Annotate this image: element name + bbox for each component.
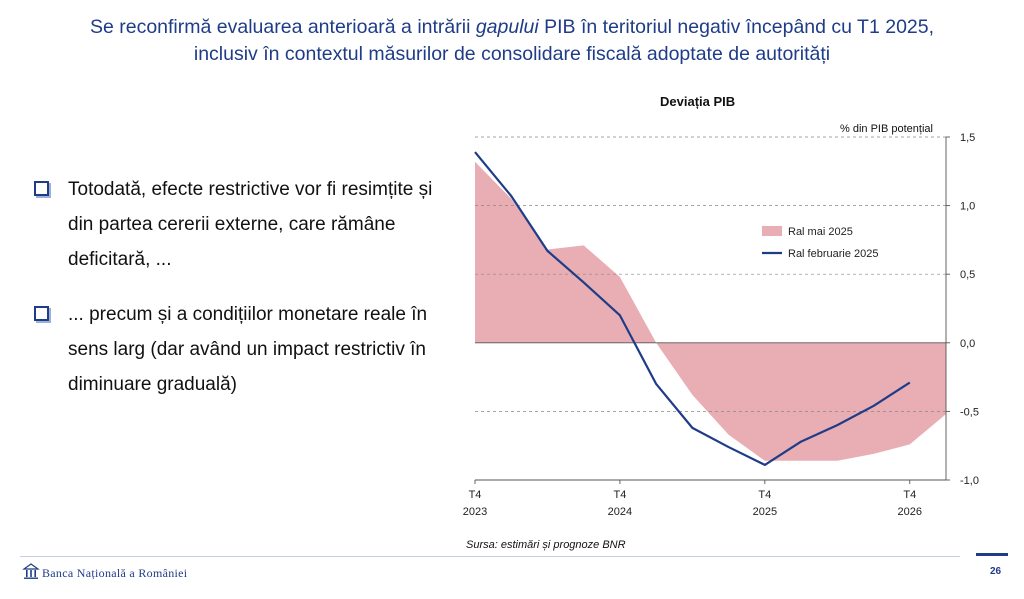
x-tick-label-year: 2024 xyxy=(608,506,632,518)
bullet-text: Totodată, efecte restrictive vor fi resi… xyxy=(68,179,433,270)
checkbox-bullet-icon xyxy=(34,306,49,321)
y-axis-unit-label: % din PIB potențial xyxy=(840,123,933,135)
y-tick-label: -1,0 xyxy=(960,475,979,487)
chart-title: Deviația PIB xyxy=(660,94,736,109)
bullet-text: ... precum și a condițiilor monetare rea… xyxy=(68,304,428,395)
legend-label-area: Ral mai 2025 xyxy=(788,226,853,238)
line-ral-februarie-2025 xyxy=(474,151,911,467)
y-tick-label: 1,0 xyxy=(960,201,975,213)
page-number: 26 xyxy=(990,566,1002,577)
footer-accent-bar xyxy=(976,553,1008,556)
x-tick-label-quarter: T4 xyxy=(903,489,916,501)
y-tick-label: 0,0 xyxy=(960,338,975,350)
legend-label-line: Ral februarie 2025 xyxy=(788,248,879,260)
x-tick-label-year: 2025 xyxy=(753,506,777,518)
legend-swatch-area xyxy=(762,226,782,236)
x-tick-label-year: 2026 xyxy=(898,506,922,518)
x-tick-label-quarter: T4 xyxy=(469,489,482,501)
slide-title: Se reconfirmă evaluarea anterioară a int… xyxy=(89,16,935,65)
bullet-list: Totodată, efecte restrictive vor fi resi… xyxy=(34,172,454,422)
y-tick-label: 0,5 xyxy=(960,269,975,281)
checkbox-bullet-icon xyxy=(34,181,49,196)
x-tick-label-quarter: T4 xyxy=(614,489,627,501)
bullet-item: ... precum și a condițiilor monetare rea… xyxy=(34,297,454,402)
area-ral-mai-2025 xyxy=(475,161,946,461)
footer-divider xyxy=(20,556,960,557)
bank-logo-icon xyxy=(22,563,40,579)
y-tick-label: 1,5 xyxy=(960,132,975,144)
bullet-item: Totodată, efecte restrictive vor fi resi… xyxy=(34,172,454,277)
source-note: Sursa: estimări și prognoze BNR xyxy=(466,539,626,551)
x-tick-label-year: 2023 xyxy=(463,506,487,518)
y-tick-label: -0,5 xyxy=(960,406,979,418)
bank-name: Banca Națională a României xyxy=(42,566,188,580)
x-tick-label-quarter: T4 xyxy=(758,489,771,501)
